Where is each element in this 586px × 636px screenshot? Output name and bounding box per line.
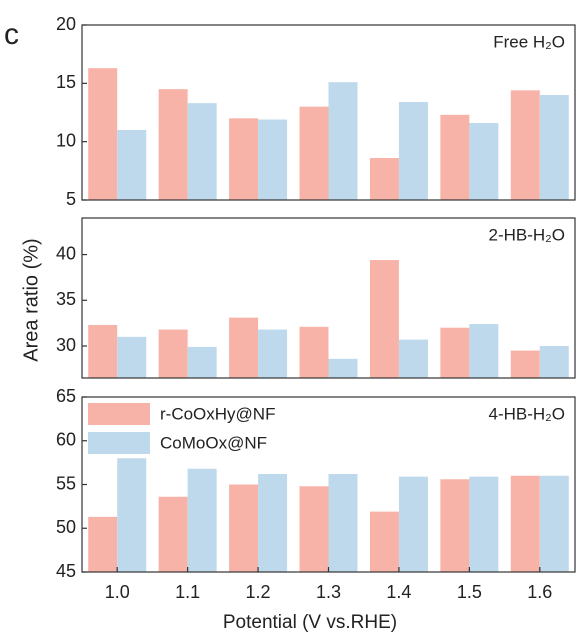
bar: [369, 158, 399, 200]
x-tick-label: 1.5: [457, 582, 482, 602]
bar: [328, 474, 358, 572]
y-tick-label: 65: [56, 386, 76, 406]
y-tick-label: 30: [56, 335, 76, 355]
bar: [328, 358, 358, 378]
bar: [158, 329, 188, 378]
y-tick-label: 35: [56, 289, 76, 309]
bar: [258, 119, 288, 200]
bar: [187, 103, 217, 200]
bar: [258, 474, 288, 572]
bar: [117, 458, 147, 572]
bar: [510, 90, 540, 200]
bar: [398, 102, 428, 200]
legend-swatch: [88, 432, 150, 454]
bar: [510, 350, 540, 378]
bar: [88, 68, 118, 201]
bar: [229, 118, 259, 200]
x-tick-label: 1.1: [175, 582, 200, 602]
bar: [398, 476, 428, 572]
bar: [229, 317, 259, 378]
bar: [510, 475, 540, 572]
y-tick-label: 60: [56, 430, 76, 450]
bar: [88, 516, 118, 572]
bar: [229, 484, 259, 572]
legend-swatch: [88, 403, 150, 425]
panel-annotation: Free H₂O: [493, 32, 565, 51]
legend-label: r-CoOxHy@NF: [160, 404, 275, 423]
y-tick-label: 50: [56, 517, 76, 537]
bar: [539, 95, 569, 200]
x-tick-label: 1.0: [105, 582, 130, 602]
x-tick-label: 1.2: [246, 582, 271, 602]
bar: [440, 479, 470, 572]
bar: [469, 123, 499, 200]
panel-annotation: 2-HB-H₂O: [489, 225, 566, 244]
x-tick-label: 1.3: [316, 582, 341, 602]
y-axis-label: Area ratio (%): [20, 238, 42, 361]
x-tick-label: 1.4: [386, 582, 411, 602]
plot-frame: [81, 217, 576, 379]
bar: [299, 326, 329, 378]
bar: [187, 346, 217, 378]
bar: [539, 346, 569, 378]
bar: [299, 106, 329, 200]
bar: [440, 114, 470, 200]
y-tick-label: 15: [56, 72, 76, 92]
y-tick-label: 20: [56, 14, 76, 34]
bar: [440, 327, 470, 378]
bar: [158, 496, 188, 572]
bar: [539, 475, 569, 572]
x-tick-label: 1.6: [527, 582, 552, 602]
y-tick-label: 55: [56, 473, 76, 493]
plot-frame: [81, 24, 576, 201]
bar: [88, 324, 118, 378]
bar: [469, 476, 499, 572]
bar: [187, 468, 217, 572]
y-tick-label: 40: [56, 243, 76, 263]
y-tick-label: 10: [56, 130, 76, 150]
bar: [258, 329, 288, 378]
bar: [117, 130, 147, 200]
bar: [369, 260, 399, 378]
bar: [328, 82, 358, 200]
bar: [469, 324, 499, 378]
panel-annotation: 4-HB-H₂O: [489, 404, 566, 423]
bar: [369, 511, 399, 572]
y-tick-label: 45: [56, 561, 76, 581]
legend-label: CoMoOx@NF: [160, 433, 267, 452]
y-tick-label: 5: [66, 189, 76, 209]
bar: [158, 89, 188, 200]
x-axis-label: Potential (V vs.RHE): [223, 612, 397, 633]
bar: [398, 339, 428, 378]
bar: [299, 486, 329, 572]
panel-label: c: [4, 18, 19, 51]
bar: [117, 336, 147, 378]
